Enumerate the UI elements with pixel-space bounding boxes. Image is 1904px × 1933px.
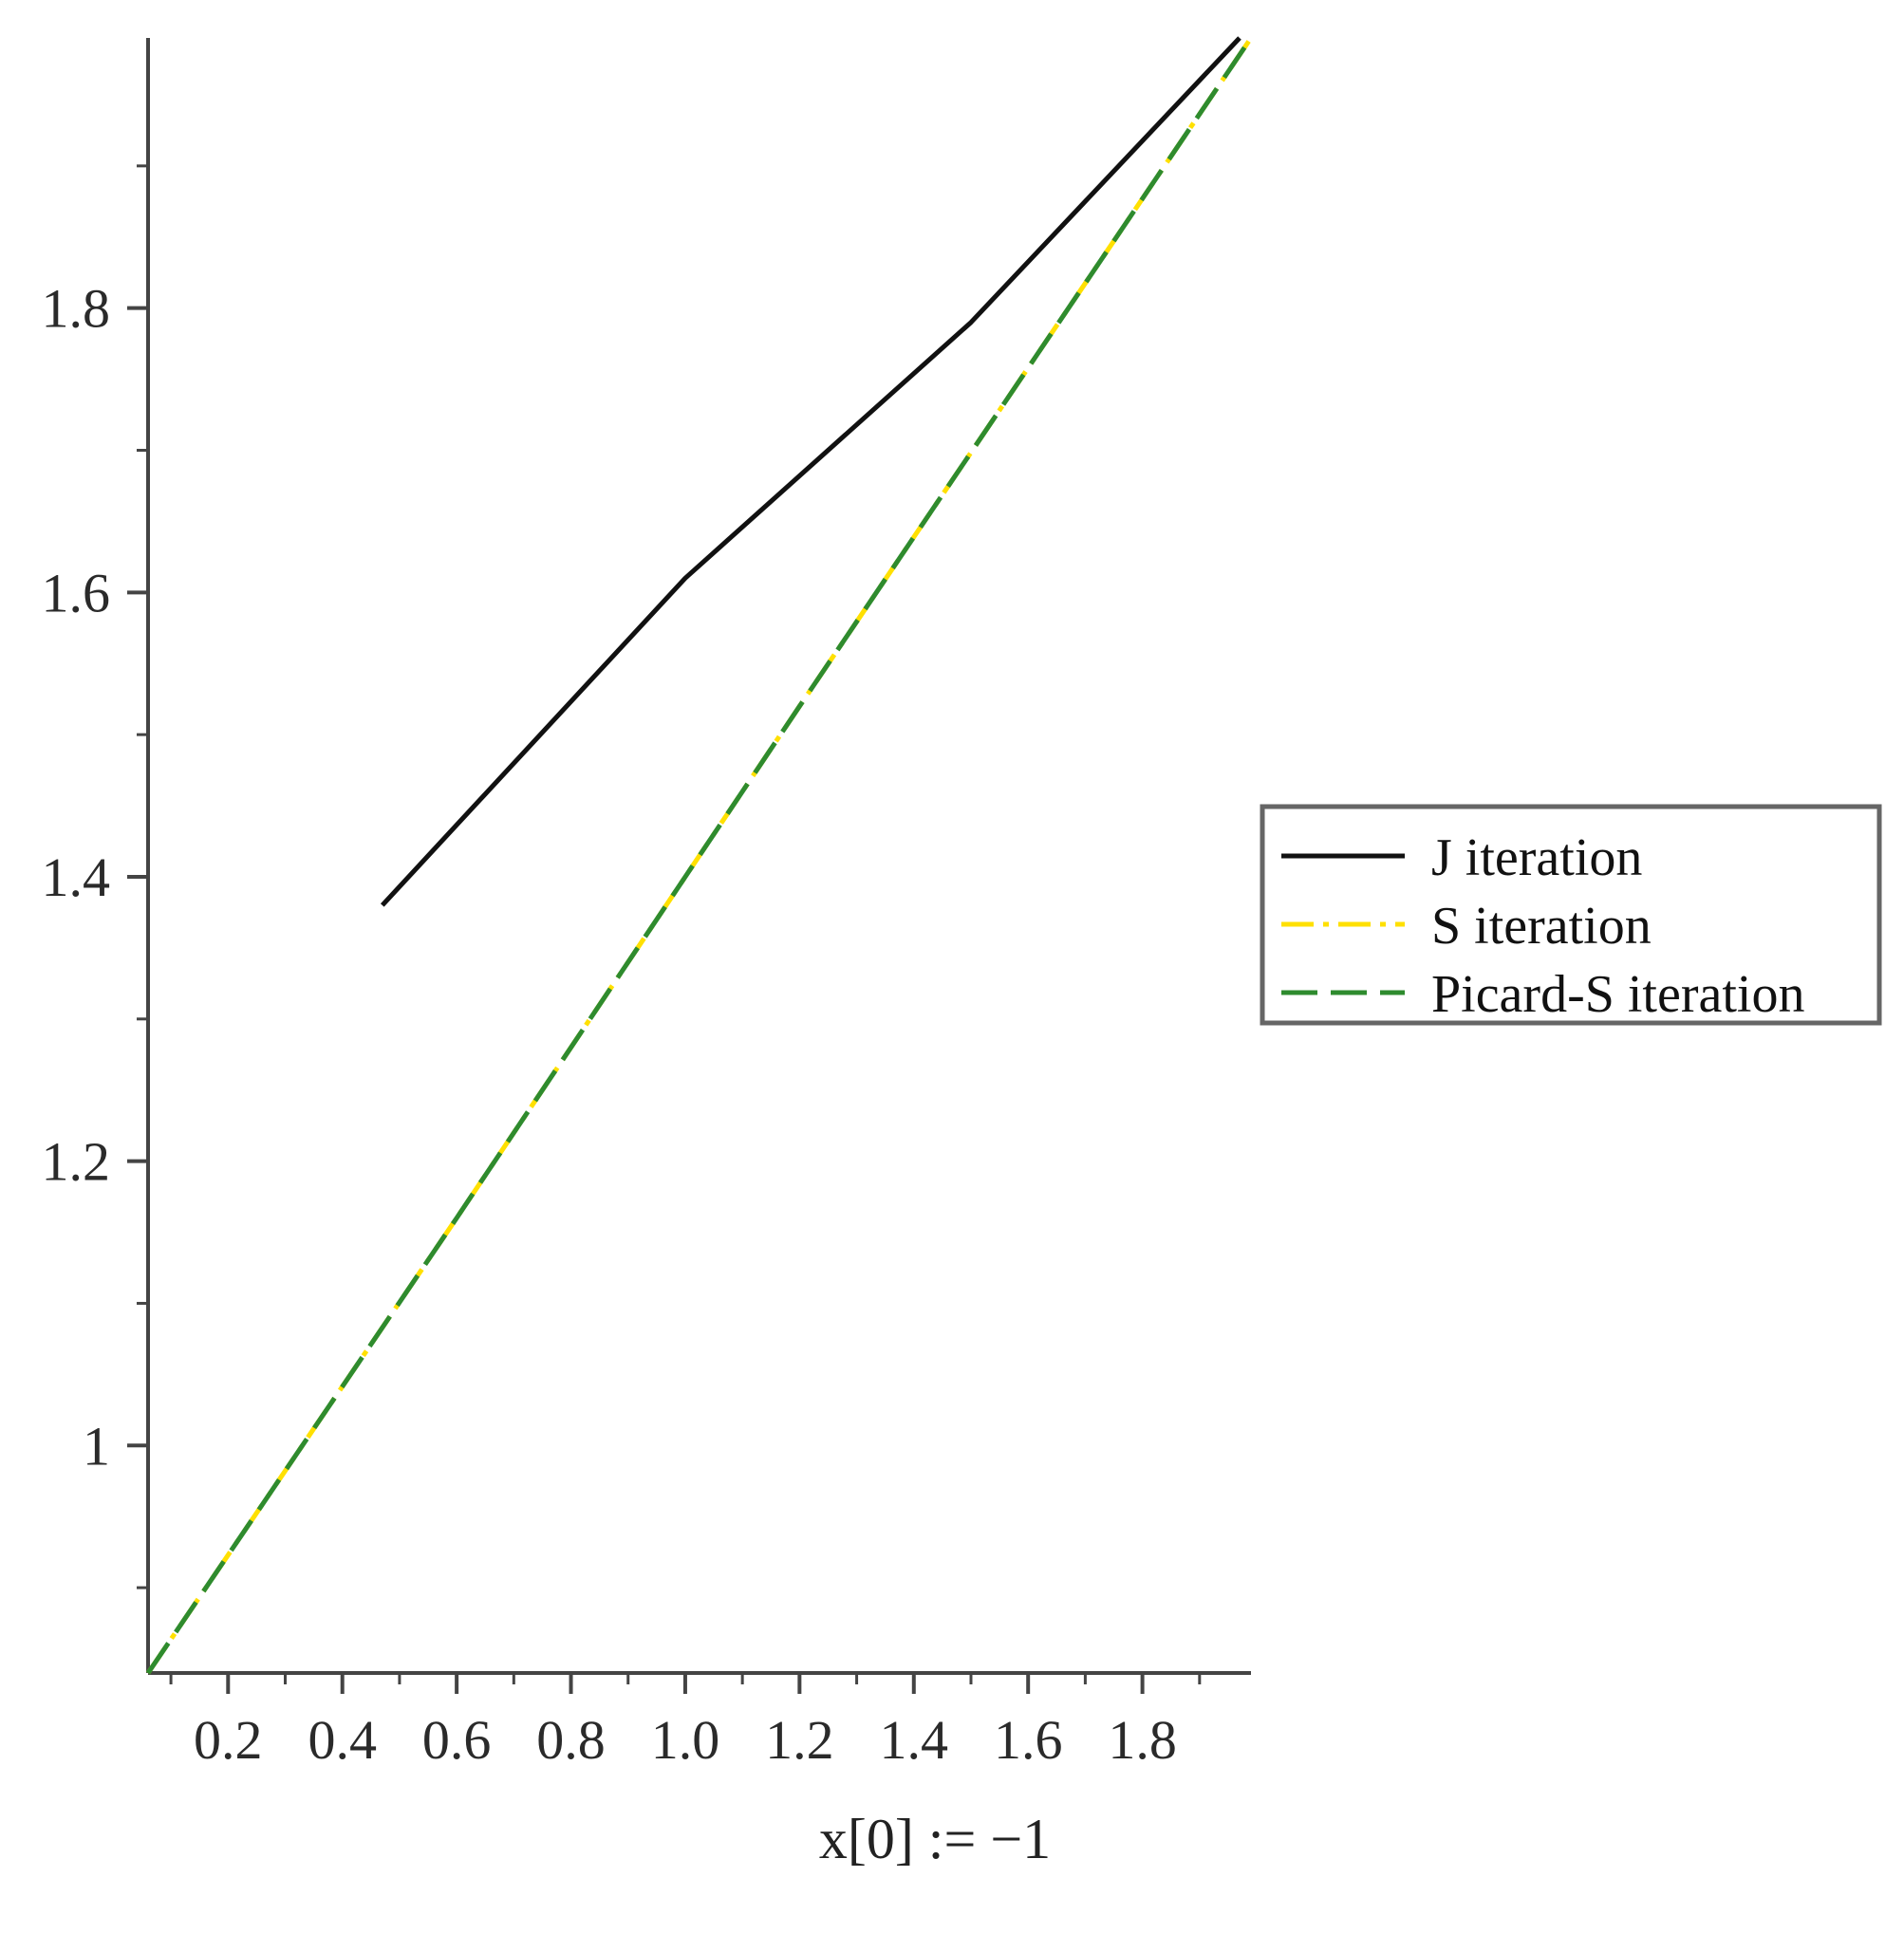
series-line-s-iteration (145, 36, 1254, 1675)
y-tick-label: 1.8 (42, 278, 111, 340)
x-tick-label: 0.8 (536, 1709, 606, 1771)
x-tick-label: 1.0 (651, 1709, 720, 1771)
x-tick-label: 1.8 (1108, 1709, 1177, 1771)
y-tick-label: 1.4 (42, 846, 111, 908)
legend-label: S iteration (1431, 897, 1652, 956)
x-tick-label: 0.2 (194, 1709, 263, 1771)
series-layer (145, 36, 1254, 1675)
x-axis-label: x[0] := −1 (819, 1808, 1051, 1870)
legend-label: Picard-S iteration (1431, 965, 1804, 1024)
y-tick-label: 1.2 (42, 1131, 111, 1193)
legend-label: J iteration (1431, 828, 1642, 887)
y-tick-label: 1 (83, 1415, 110, 1477)
y-tick-label: 1.6 (42, 562, 111, 623)
x-tick-label: 1.4 (880, 1709, 949, 1771)
axes: 0.2 0.4 0.6 0.8 1.0 1.2 1.4 1.6 1.8 1 1.2 1.4 1.6 1.8 (42, 38, 1251, 1771)
x-tick-label: 0.6 (422, 1709, 492, 1771)
x-tick-label: 0.4 (308, 1709, 377, 1771)
legend: J iteration S iteration Picard-S iteration (1260, 804, 1882, 1026)
series-line-j-iteration (380, 36, 1241, 907)
legend-box (1260, 804, 1882, 1026)
x-tick-label: 1.2 (765, 1709, 834, 1771)
x-tick-label: 1.6 (994, 1709, 1063, 1771)
series-line-picard-s-iteration (145, 36, 1254, 1675)
